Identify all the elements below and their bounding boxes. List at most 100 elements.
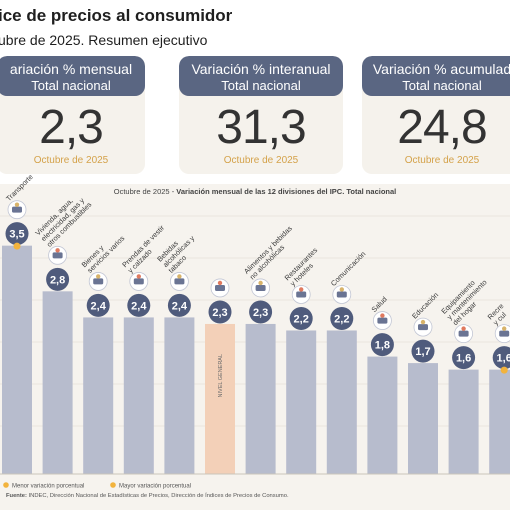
icon-body [458, 330, 469, 337]
icon-body [377, 317, 388, 324]
value-label: 2,2 [294, 313, 309, 325]
value-label: 2,2 [334, 313, 349, 325]
value-label: 2,3 [212, 307, 227, 319]
lightbulb-icon [48, 245, 67, 265]
value-bubble [208, 300, 232, 324]
icon-body [336, 291, 347, 298]
legend-max-dot [110, 482, 116, 488]
bar-group: 3,5 Transporte [2, 172, 35, 474]
bar [123, 317, 154, 474]
legend-min-label: Menor variación porcentual [12, 484, 84, 490]
bar [205, 323, 235, 474]
card-label: ariación % mensual [9, 61, 133, 77]
health-icon [372, 311, 392, 330]
bar [408, 363, 438, 474]
source-prefix: Fuente: [6, 493, 29, 499]
source-text: INDEC, Dirección Nacional de Estadística… [29, 492, 289, 499]
basket-icon [210, 278, 230, 298]
value-bubble [492, 346, 510, 370]
icon-accent [502, 326, 507, 331]
icon-accent [420, 319, 426, 325]
shirt-icon [129, 272, 149, 291]
bar [286, 330, 317, 474]
card-header: Variación % acumulad Total nacional [362, 56, 510, 96]
phone-icon [332, 285, 352, 304]
value-label: 3,5 [9, 229, 24, 241]
icon-body [296, 291, 307, 298]
cutlery-icon [291, 285, 311, 304]
sun-icon [494, 324, 510, 344]
source-note: Fuente: INDEC, Dirección Nacional de Est… [6, 492, 289, 499]
icon-accent [380, 313, 385, 318]
icon-body [499, 330, 510, 337]
max-marker [13, 242, 21, 250]
icon-body [215, 284, 225, 291]
bar-group: 2,2 Comunicación [326, 249, 368, 474]
category-label: Vivienda, agua,electricidad, gas yotros … [33, 196, 93, 249]
value-label: 2,8 [50, 274, 65, 286]
card-yearly: Variación % interanual Total nacional 31… [179, 56, 343, 174]
icon-body [255, 284, 266, 291]
card-accumulated: Variación % acumulad Total nacional 24,8… [362, 56, 510, 174]
general-level-label: NIVEL GENERAL [218, 354, 224, 398]
category-label: Transporte [4, 172, 35, 203]
category-label: Educación [410, 290, 440, 320]
category-label-line: Comunicación [329, 249, 368, 288]
min-marker [500, 366, 508, 374]
icon-accent [258, 280, 263, 286]
bar-group: 1,7 Educación [408, 290, 440, 474]
icon-body [52, 252, 63, 259]
bar [2, 245, 32, 474]
value-label: 2,4 [172, 300, 188, 312]
book-icon [413, 317, 433, 337]
tools-icon [454, 324, 474, 344]
value-bubble [86, 293, 110, 317]
category-label-line: Transporte [4, 172, 35, 203]
bar [489, 369, 510, 474]
value-bubble [249, 300, 273, 324]
chart-title: Octubre de 2025 - Variación mensual de l… [0, 187, 510, 196]
car-icon [7, 200, 27, 220]
value-bubble [46, 267, 70, 291]
icon-accent [177, 274, 182, 279]
value-label: 1,6 [456, 353, 471, 365]
value-label: 2,4 [131, 300, 147, 312]
icon-accent [461, 326, 466, 331]
bar [83, 317, 114, 474]
value-bubble [289, 306, 313, 330]
value-bubble [411, 339, 435, 363]
icon-body [418, 324, 428, 331]
bottle-icon [169, 272, 189, 291]
value-bubble [452, 346, 476, 370]
legend-max-label: Mayor variación porcentual [119, 484, 191, 490]
bar [164, 317, 195, 474]
category-label-line: Salud [369, 295, 388, 314]
value-label: 1,7 [415, 346, 430, 358]
bar [245, 323, 276, 474]
page-title: ice de precios al consumidor [0, 6, 233, 25]
card-header: ariación % mensual Total nacional [0, 56, 145, 96]
value-label: 2,4 [91, 300, 107, 312]
icon-body [12, 206, 22, 213]
card-monthly: ariación % mensual Total nacional 2,3 Oc… [0, 56, 145, 174]
chart-title-text: Variación mensual de las 12 divisiones d… [176, 187, 397, 196]
card-value: 2,3 [39, 101, 104, 154]
bar [326, 330, 357, 474]
bar-group: 1,8 Salud [367, 295, 398, 474]
chart-title-period: Octubre de 2025 - [113, 187, 175, 196]
card-label: Variación % acumulad [372, 61, 510, 77]
icon-accent [136, 274, 141, 279]
card-header: Variación % interanual Total nacional [179, 56, 343, 96]
card-period: Octubre de 2025 [404, 155, 480, 166]
page-subtitle: ubre de 2025. Resumen ejecutivo [0, 32, 208, 48]
card-sublabel: Total nacional [31, 78, 111, 93]
card-period: Octubre de 2025 [223, 155, 299, 166]
